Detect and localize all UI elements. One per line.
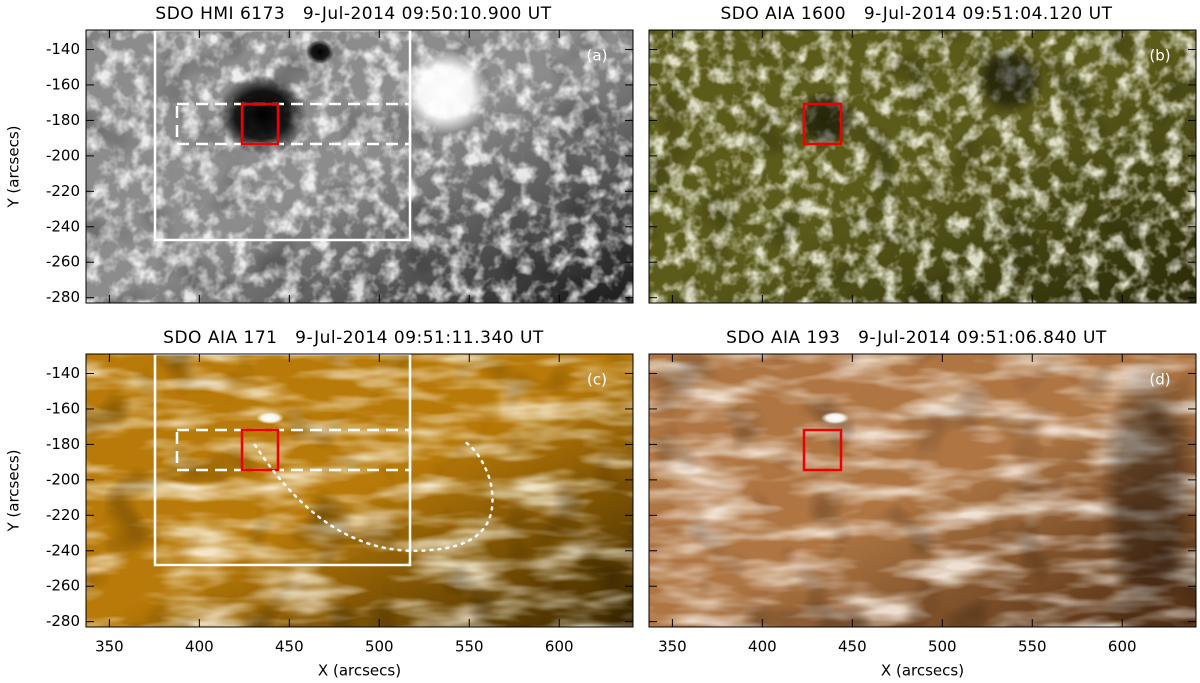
panel-label: (c) <box>587 371 607 389</box>
sunspot <box>975 45 1045 115</box>
panel-label: (d) <box>1149 371 1170 389</box>
x-tick-label: 600 <box>545 638 574 656</box>
y-tick-label: -180 <box>46 435 80 453</box>
red-box <box>240 428 280 472</box>
y-tick-label: -220 <box>46 506 80 524</box>
red-box <box>802 428 843 472</box>
axes: SDO HMI 6173 9-Jul-2014 09:50:10.900 UT (… <box>5 4 1197 680</box>
x-tick-label: 350 <box>658 638 687 656</box>
panel-title: SDO AIA 1600 9-Jul-2014 09:51:04.120 UT <box>721 4 1113 24</box>
overlays <box>153 28 843 567</box>
image-shade <box>86 354 633 627</box>
y-axis-label: Y (arcsecs) <box>5 125 23 208</box>
y-tick-label: -240 <box>46 541 80 559</box>
image-shade <box>86 30 633 303</box>
image-shade <box>649 30 1196 303</box>
slit-box <box>175 102 412 146</box>
x-tick-label: 550 <box>455 638 484 656</box>
y-tick-label: -200 <box>46 146 80 164</box>
red-box <box>240 102 280 146</box>
y-tick-label: -280 <box>46 612 80 630</box>
y-tick-label: -140 <box>46 364 80 382</box>
panel-title: SDO AIA 193 9-Jul-2014 09:51:06.840 UT <box>726 328 1107 348</box>
y-tick-label: -160 <box>46 399 80 417</box>
y-axis-label: Y (arcsecs) <box>5 449 23 532</box>
slit-box <box>175 428 412 472</box>
positive-polarity <box>400 50 490 134</box>
x-tick-label: 600 <box>1108 638 1137 656</box>
x-tick-label: 500 <box>365 638 394 656</box>
dark-region <box>1100 354 1196 627</box>
x-tick-label: 350 <box>95 638 124 656</box>
y-tick-label: -200 <box>46 470 80 488</box>
x-tick-label: 500 <box>928 638 957 656</box>
x-tick-label: 450 <box>838 638 867 656</box>
frame <box>85 353 634 628</box>
x-axis-label: X (arcsecs) <box>318 662 401 680</box>
frame <box>648 29 1197 304</box>
panel-title: SDO HMI 6173 9-Jul-2014 09:50:10.900 UT <box>155 4 551 24</box>
bright-point <box>821 412 849 424</box>
features <box>217 40 1196 627</box>
frame <box>85 29 634 304</box>
x-tick-label: 450 <box>275 638 304 656</box>
y-tick-label: -260 <box>46 253 80 271</box>
bright-point <box>256 412 284 424</box>
negative-polarity <box>306 40 334 64</box>
panel-label: (b) <box>1149 47 1170 65</box>
x-tick-label: 400 <box>185 638 214 656</box>
y-tick-label: -240 <box>46 217 80 235</box>
x-tick-label: 400 <box>748 638 777 656</box>
y-tick-label: -260 <box>46 577 80 595</box>
y-tick-label: -220 <box>46 182 80 200</box>
panel-title: SDO AIA 171 9-Jul-2014 09:51:11.340 UT <box>163 328 544 348</box>
red-box <box>802 102 843 146</box>
frame <box>648 353 1197 628</box>
panel-label: (a) <box>587 47 608 65</box>
x-tick-label: 550 <box>1018 638 1047 656</box>
y-tick-label: -140 <box>46 40 80 58</box>
negative-polarity <box>217 75 307 155</box>
y-tick-label: -280 <box>46 288 80 306</box>
y-tick-label: -160 <box>46 75 80 93</box>
y-tick-label: -180 <box>46 111 80 129</box>
x-axis-label: X (arcsecs) <box>881 662 964 680</box>
